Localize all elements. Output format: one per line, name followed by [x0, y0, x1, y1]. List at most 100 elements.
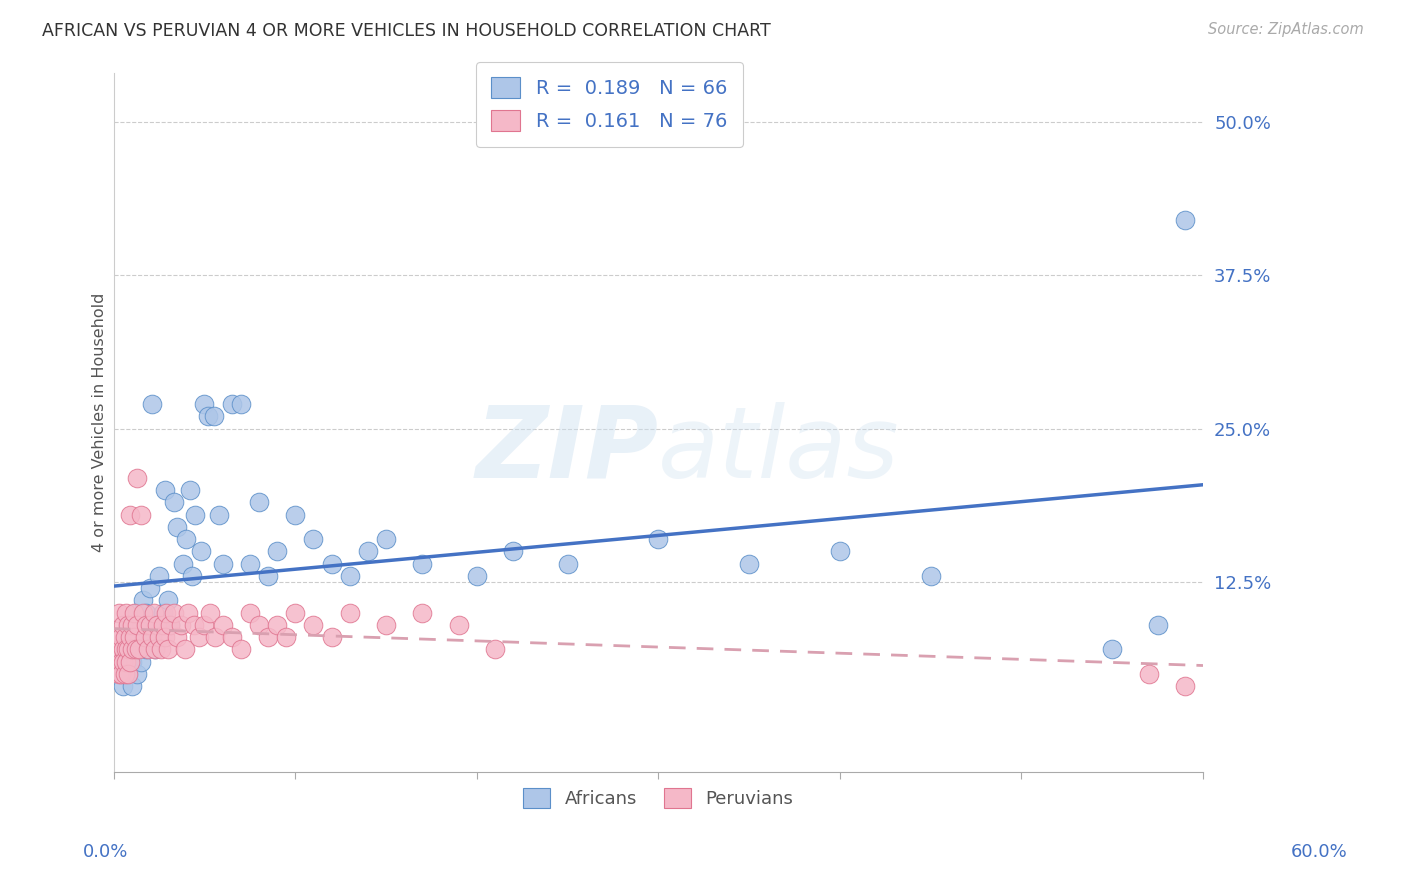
Africans	[193, 397, 215, 411]
Africans	[502, 544, 524, 558]
Africans	[135, 606, 157, 620]
Peruvians	[1174, 679, 1197, 693]
Peruvians	[302, 618, 325, 632]
Africans	[127, 667, 149, 681]
Peruvians	[266, 618, 288, 632]
Peruvians	[1137, 667, 1160, 681]
Peruvians	[108, 667, 131, 681]
Peruvians	[115, 642, 138, 657]
Peruvians	[104, 642, 127, 657]
Text: atlas: atlas	[658, 402, 900, 499]
Peruvians	[115, 606, 138, 620]
Peruvians	[153, 630, 176, 644]
Peruvians	[183, 618, 205, 632]
Africans	[166, 520, 188, 534]
Peruvians	[166, 630, 188, 644]
Peruvians	[484, 642, 506, 657]
Peruvians	[188, 630, 211, 644]
Africans	[145, 642, 167, 657]
Peruvians	[159, 618, 181, 632]
Peruvians	[173, 642, 195, 657]
Peruvians	[117, 667, 139, 681]
Peruvians	[120, 508, 142, 522]
Peruvians	[127, 471, 149, 485]
Peruvians	[117, 618, 139, 632]
Peruvians	[132, 606, 155, 620]
Africans	[115, 630, 138, 644]
Peruvians	[114, 630, 136, 644]
Peruvians	[105, 630, 128, 644]
Peruvians	[170, 618, 193, 632]
Africans	[920, 569, 942, 583]
Africans	[321, 557, 343, 571]
Africans	[229, 397, 252, 411]
Africans	[828, 544, 851, 558]
Africans	[129, 618, 152, 632]
Text: AFRICAN VS PERUVIAN 4 OR MORE VEHICLES IN HOUSEHOLD CORRELATION CHART: AFRICAN VS PERUVIAN 4 OR MORE VEHICLES I…	[42, 22, 770, 40]
Africans	[257, 569, 280, 583]
Africans	[208, 508, 231, 522]
Africans	[1146, 618, 1168, 632]
Africans	[302, 532, 325, 546]
Africans	[357, 544, 380, 558]
Africans	[139, 630, 162, 644]
Africans	[129, 655, 152, 669]
Africans	[120, 642, 142, 657]
Peruvians	[128, 642, 150, 657]
Peruvians	[115, 655, 138, 669]
Africans	[1174, 213, 1197, 227]
Africans	[411, 557, 433, 571]
Africans	[266, 544, 288, 558]
Africans	[152, 606, 174, 620]
Africans	[159, 618, 181, 632]
Africans	[139, 581, 162, 595]
Africans	[162, 495, 184, 509]
Peruvians	[221, 630, 243, 644]
Africans	[190, 544, 212, 558]
Peruvians	[145, 642, 167, 657]
Peruvians	[136, 642, 159, 657]
Africans	[148, 569, 170, 583]
Africans	[111, 667, 134, 681]
Peruvians	[148, 630, 170, 644]
Africans	[124, 606, 146, 620]
Peruvians	[239, 606, 262, 620]
Africans	[180, 569, 202, 583]
Africans	[157, 593, 180, 607]
Peruvians	[149, 642, 172, 657]
Peruvians	[162, 606, 184, 620]
Africans	[202, 409, 225, 424]
Peruvians	[157, 642, 180, 657]
Peruvians	[110, 667, 132, 681]
Peruvians	[129, 508, 152, 522]
Peruvians	[110, 630, 132, 644]
Peruvians	[117, 642, 139, 657]
Africans	[117, 618, 139, 632]
Peruvians	[193, 618, 215, 632]
Africans	[1101, 642, 1123, 657]
Peruvians	[339, 606, 361, 620]
Africans	[647, 532, 669, 546]
Africans	[184, 508, 207, 522]
Peruvians	[127, 618, 149, 632]
Peruvians	[110, 655, 132, 669]
Africans	[172, 557, 194, 571]
Africans	[115, 655, 138, 669]
Peruvians	[177, 606, 200, 620]
Africans	[465, 569, 488, 583]
Peruvians	[122, 606, 145, 620]
Peruvians	[375, 618, 398, 632]
Peruvians	[111, 642, 134, 657]
Africans	[121, 655, 143, 669]
Africans	[132, 593, 155, 607]
Africans	[111, 642, 134, 657]
Peruvians	[142, 606, 165, 620]
Peruvians	[204, 630, 226, 644]
Peruvians	[139, 618, 162, 632]
Africans	[142, 618, 165, 632]
Peruvians	[284, 606, 307, 620]
Africans	[375, 532, 398, 546]
Peruvians	[411, 606, 433, 620]
Peruvians	[114, 667, 136, 681]
Africans	[221, 397, 243, 411]
